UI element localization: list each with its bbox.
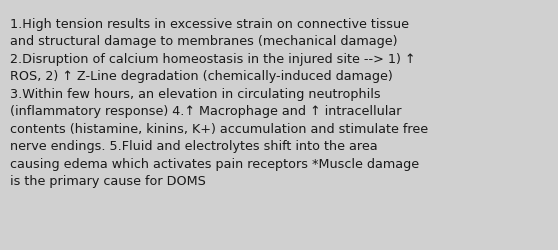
Text: 1.High tension results in excessive strain on connective tissue
and structural d: 1.High tension results in excessive stra…: [10, 18, 428, 187]
